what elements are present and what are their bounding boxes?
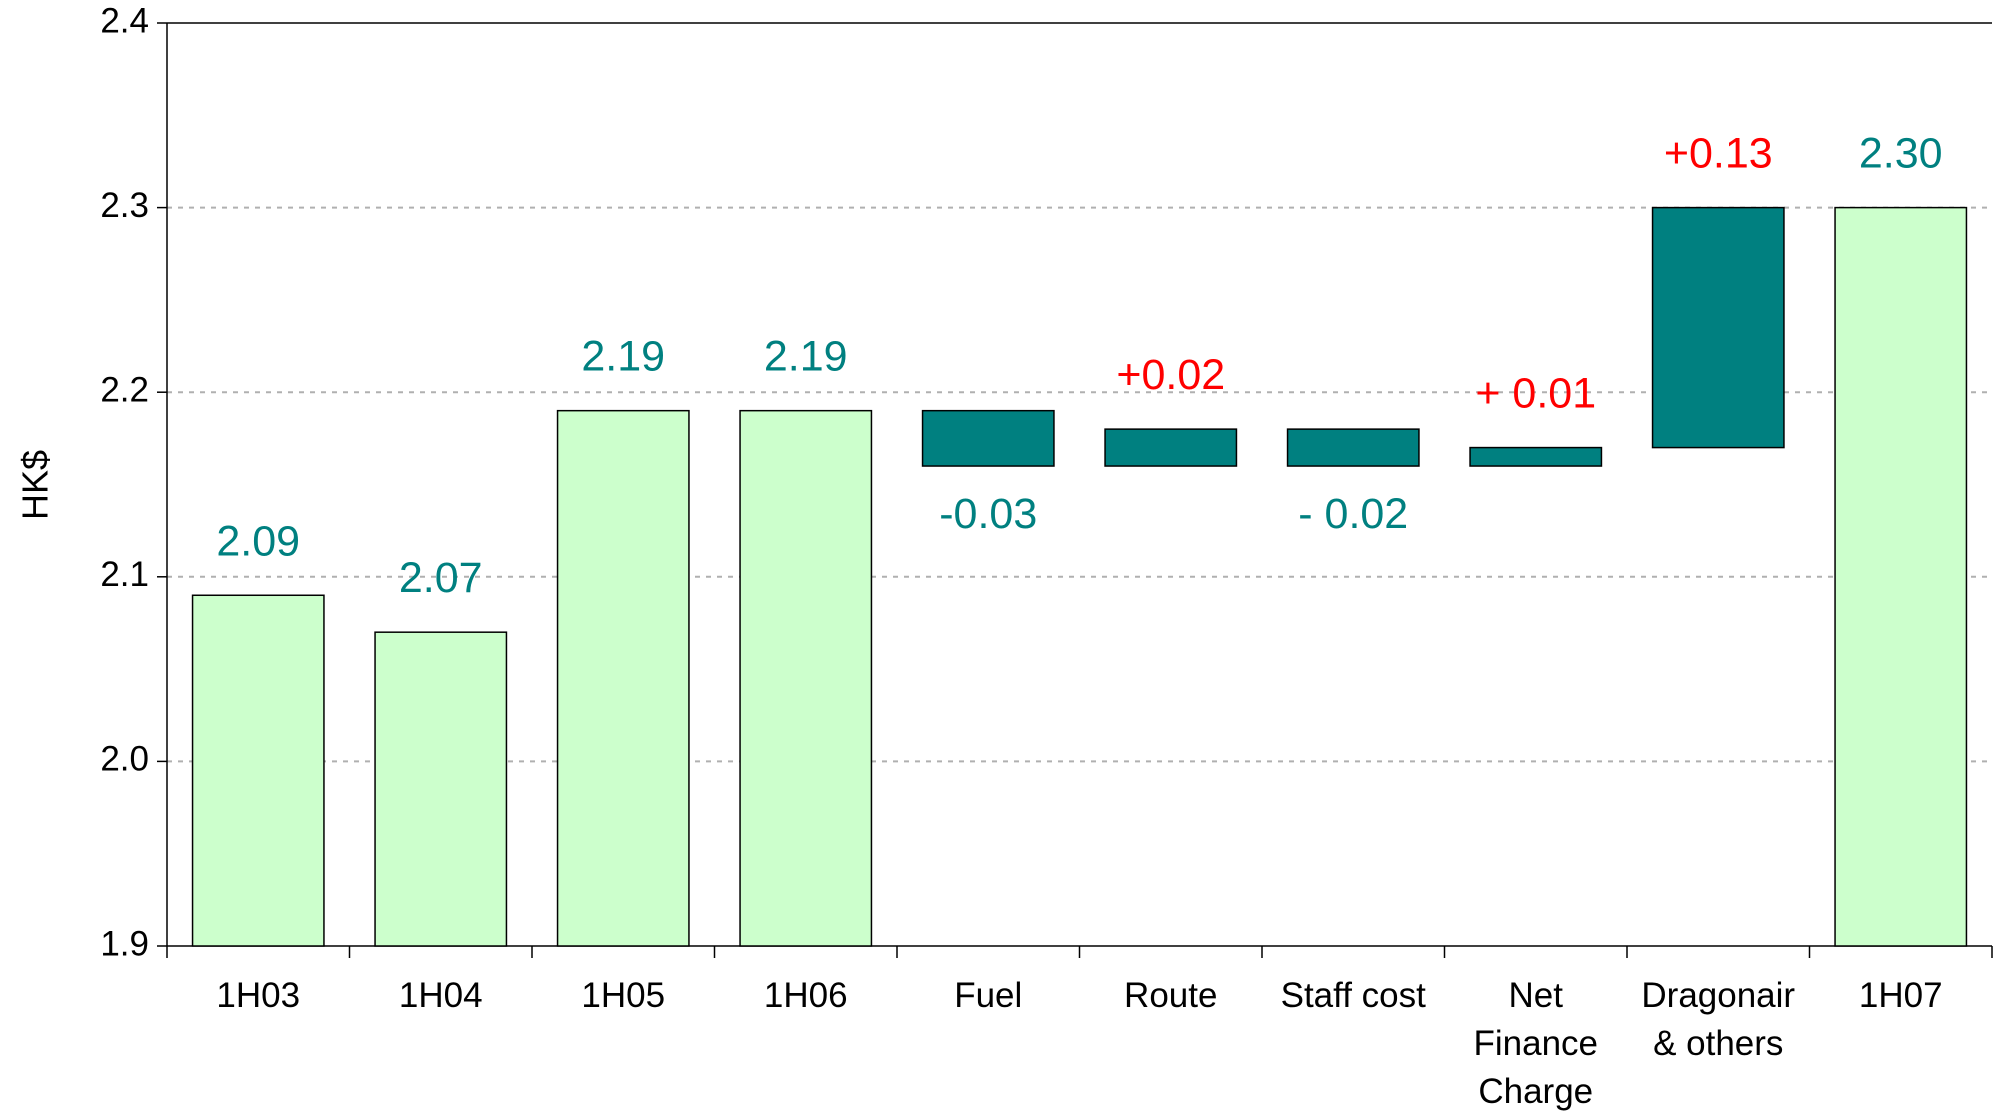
- value-label: 2.19: [764, 333, 848, 381]
- change-bar: [921, 409, 1055, 467]
- x-tick-label: 1H07: [1858, 976, 1943, 1015]
- value-label: + 0.01: [1475, 370, 1596, 418]
- value-label: 2.19: [581, 333, 665, 381]
- value-label: +0.02: [1116, 351, 1225, 399]
- x-tick-label: Fuel: [954, 976, 1023, 1015]
- value-label: 2.07: [399, 554, 483, 602]
- x-tick-label: Staff cost: [1280, 976, 1426, 1015]
- y-tick-label: 2.4: [100, 1, 149, 40]
- change-bar: [1104, 428, 1238, 467]
- x-tick-label: Net Finance Charge: [1473, 976, 1599, 1111]
- total-bar: [739, 409, 873, 947]
- x-tick-label: 1H04: [398, 976, 483, 1015]
- y-tick-label: 2.2: [100, 370, 149, 409]
- x-tick-label: Dragonair & others: [1641, 976, 1796, 1063]
- y-tick-label: 2.0: [100, 740, 149, 779]
- change-bar: [1286, 428, 1420, 467]
- x-tick-label: 1H03: [216, 976, 301, 1015]
- y-tick-label: 2.3: [100, 186, 149, 225]
- total-bar: [374, 631, 508, 947]
- value-label: +0.13: [1664, 130, 1773, 178]
- value-label: - 0.02: [1298, 490, 1408, 538]
- total-bar: [191, 594, 325, 947]
- x-tick-label: Route: [1124, 976, 1218, 1015]
- value-label: -0.03: [939, 490, 1037, 538]
- total-bar: [556, 409, 690, 947]
- total-bar: [1834, 206, 1968, 947]
- value-label: 2.30: [1859, 130, 1943, 178]
- x-tick-label: 1H06: [763, 976, 848, 1015]
- y-axis-label: HK$: [15, 450, 56, 520]
- x-tick-label: 1H05: [581, 976, 666, 1015]
- change-bar: [1651, 206, 1785, 449]
- value-label: 2.09: [216, 517, 300, 565]
- change-bar: [1469, 446, 1603, 467]
- y-tick-label: 1.9: [100, 924, 149, 963]
- y-tick-label: 2.1: [100, 555, 149, 594]
